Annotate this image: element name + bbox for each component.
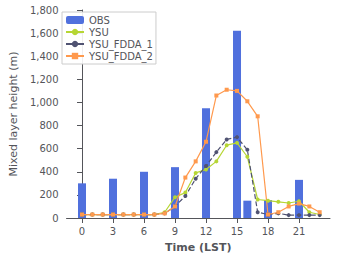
svg-text:600: 600 <box>39 143 58 154</box>
svg-text:YSU: YSU <box>88 27 109 38</box>
svg-text:21: 21 <box>293 226 306 237</box>
svg-text:YSU_FDDA_1: YSU_FDDA_1 <box>88 39 153 51</box>
svg-text:1,800: 1,800 <box>30 5 59 16</box>
svg-text:12: 12 <box>200 226 213 237</box>
svg-text:6: 6 <box>141 226 147 237</box>
svg-text:9: 9 <box>172 226 178 237</box>
svg-text:1,200: 1,200 <box>30 74 59 85</box>
svg-text:1,400: 1,400 <box>30 51 59 62</box>
svg-text:0: 0 <box>52 213 58 224</box>
svg-text:1,000: 1,000 <box>30 97 59 108</box>
svg-text:1,600: 1,600 <box>30 28 59 39</box>
svg-text:Mixed layer height (m): Mixed layer height (m) <box>7 52 20 177</box>
svg-text:18: 18 <box>262 226 275 237</box>
svg-text:400: 400 <box>39 166 58 177</box>
svg-text:800: 800 <box>39 120 58 131</box>
svg-text:3: 3 <box>110 226 116 237</box>
svg-text:OBS: OBS <box>89 15 110 26</box>
svg-text:200: 200 <box>39 189 58 200</box>
svg-text:0: 0 <box>79 226 85 237</box>
svg-text:15: 15 <box>231 226 244 237</box>
svg-text:Time (LST): Time (LST) <box>165 241 232 254</box>
svg-text:YSU_FDDA_2: YSU_FDDA_2 <box>88 51 153 63</box>
